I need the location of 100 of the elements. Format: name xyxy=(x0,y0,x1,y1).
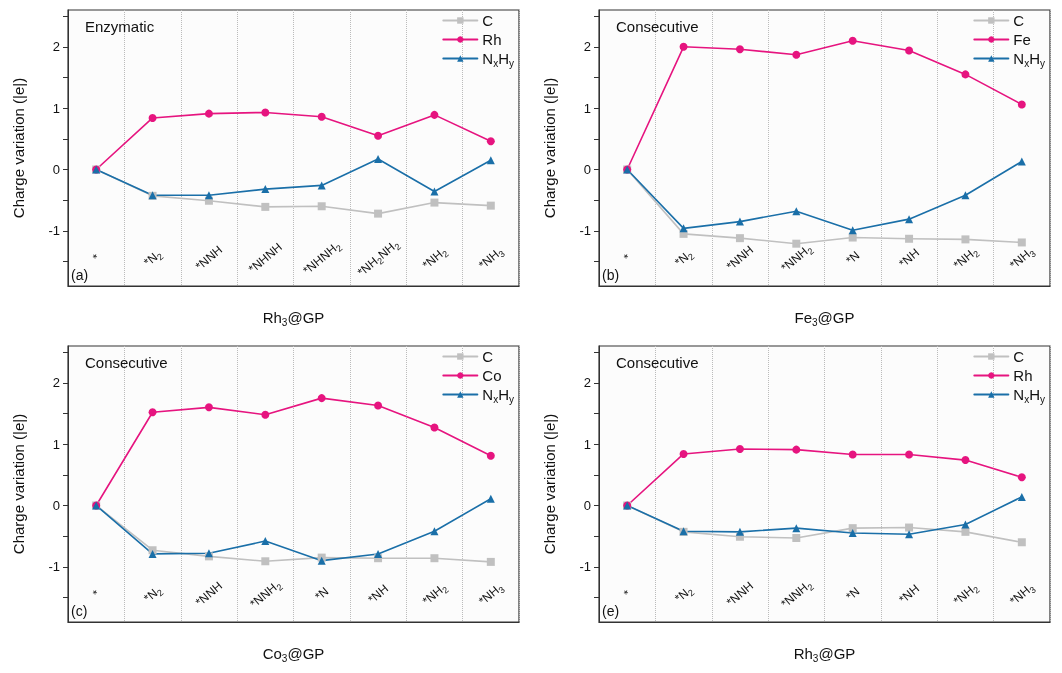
point xyxy=(430,423,439,432)
x-tick-label: *NH2NH2 xyxy=(354,239,403,280)
y-tick-label: 2 xyxy=(52,375,60,391)
point xyxy=(848,524,857,533)
point xyxy=(430,110,439,119)
y-tick-label: 0 xyxy=(583,497,591,513)
point xyxy=(261,108,270,117)
x-tick-label: * xyxy=(620,586,634,601)
point xyxy=(792,533,801,542)
y-tick-label: -1 xyxy=(48,559,60,575)
point xyxy=(848,233,857,242)
y-tick-label: 0 xyxy=(52,497,60,513)
point xyxy=(204,109,213,118)
point xyxy=(317,112,326,121)
point xyxy=(1017,492,1026,501)
point xyxy=(486,557,495,566)
y-tick-label: 0 xyxy=(52,161,60,177)
x-tick-label: * xyxy=(89,250,103,265)
point xyxy=(204,403,213,412)
x-tick-label: *NH2 xyxy=(419,247,451,273)
y-tick-label: 1 xyxy=(52,100,60,116)
annotation: (b) xyxy=(602,267,620,283)
x-tick-label: *N2 xyxy=(672,585,697,606)
x-tick-label: *NH2 xyxy=(950,247,982,273)
text: Consecutive xyxy=(616,354,699,371)
y-axis-title: Charge variation (|e|) xyxy=(541,77,558,219)
y-axis-title: Charge variation (|e|) xyxy=(541,413,558,555)
x-tick-label: *N xyxy=(312,584,332,604)
point xyxy=(148,408,157,417)
point xyxy=(1017,238,1026,247)
point xyxy=(317,202,326,211)
x-tick-label: *NH xyxy=(896,245,922,271)
point xyxy=(735,445,744,454)
x-tick-label: *NH2 xyxy=(419,583,451,609)
point xyxy=(374,209,383,218)
point xyxy=(679,449,688,458)
annotation: (c) xyxy=(71,603,88,619)
point xyxy=(148,113,157,122)
point xyxy=(848,529,857,538)
annotation: (a) xyxy=(71,267,89,283)
point xyxy=(848,450,857,459)
legend-label: Rh xyxy=(1013,367,1033,384)
x-tick-label: *N xyxy=(843,584,863,604)
point xyxy=(792,445,801,454)
point xyxy=(735,527,744,536)
x-tick-label: *N xyxy=(843,248,863,268)
x-tick-label: * xyxy=(620,250,634,265)
x-tick-label: *NH xyxy=(365,581,391,607)
point xyxy=(848,36,857,45)
point xyxy=(486,494,495,503)
point xyxy=(905,523,914,532)
x-tick-label: *N2 xyxy=(141,249,166,270)
x-tick-label: *N2 xyxy=(672,249,697,270)
point xyxy=(679,224,688,233)
legend-label: C xyxy=(482,12,494,29)
point xyxy=(430,527,439,536)
point xyxy=(735,45,744,54)
y-tick-label: -1 xyxy=(579,559,591,575)
point xyxy=(374,401,383,410)
y-axis-title: Charge variation (|e|) xyxy=(10,77,27,219)
point xyxy=(905,215,914,224)
legend-label: C xyxy=(482,348,494,365)
annotation: (e) xyxy=(602,603,620,619)
point xyxy=(261,557,270,566)
point xyxy=(735,234,744,243)
point xyxy=(1017,473,1026,482)
point xyxy=(486,137,495,146)
legend-label: C xyxy=(1013,12,1025,29)
point xyxy=(961,456,970,465)
text: Consecutive xyxy=(616,18,699,35)
y-tick-label: 2 xyxy=(52,39,60,55)
point xyxy=(486,201,495,210)
x-tick-label: *NH3 xyxy=(475,583,507,609)
y-tick-label: -1 xyxy=(48,223,60,239)
x-tick-label: *N2 xyxy=(141,585,166,606)
point xyxy=(905,234,914,243)
y-tick-label: 0 xyxy=(583,161,591,177)
point xyxy=(430,198,439,207)
point xyxy=(1017,100,1026,109)
point xyxy=(961,527,970,536)
y-tick-label: 1 xyxy=(583,436,591,452)
legend-label: C xyxy=(1013,348,1025,365)
point xyxy=(961,235,970,244)
point xyxy=(961,191,970,200)
text: Consecutive xyxy=(85,354,168,371)
point xyxy=(374,131,383,140)
x-tick-label: *NH3 xyxy=(1006,247,1038,273)
y-tick-label: -1 xyxy=(579,223,591,239)
legend-label: Rh xyxy=(482,31,502,48)
point xyxy=(735,217,744,226)
x-tick-label: *NH xyxy=(896,581,922,607)
y-tick-label: 2 xyxy=(583,39,591,55)
point xyxy=(1017,538,1026,547)
point xyxy=(905,46,914,55)
y-tick-label: 1 xyxy=(583,100,591,116)
x-tick-label: *NH3 xyxy=(475,247,507,273)
point xyxy=(905,450,914,459)
legend-label: Fe xyxy=(1013,31,1031,48)
y-axis-title: Charge variation (|e|) xyxy=(10,413,27,555)
point xyxy=(679,42,688,51)
